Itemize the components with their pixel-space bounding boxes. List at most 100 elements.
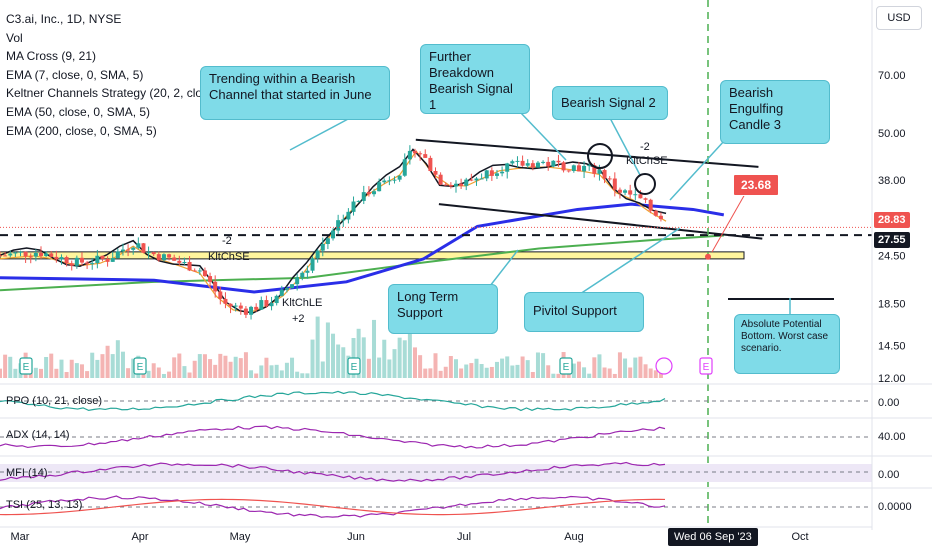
candle-body	[161, 254, 166, 261]
price-tick-label: 24.50	[878, 250, 906, 262]
candle-body	[392, 179, 397, 181]
volume-bar	[541, 353, 546, 378]
current-price-label: 28.83	[874, 212, 910, 228]
ema200-line	[0, 234, 724, 292]
candle-body	[197, 270, 202, 272]
candle-body	[428, 157, 433, 172]
legend-ema7[interactable]: EMA (7, close, 0, SMA, 5)	[6, 67, 144, 82]
signal-circle	[587, 143, 613, 169]
candle-body	[453, 183, 458, 187]
candle-body	[264, 300, 269, 307]
candle-body	[372, 191, 377, 195]
volume-bar	[74, 363, 79, 378]
candle-body	[202, 270, 207, 277]
volume-bar	[423, 368, 428, 378]
legend-ma-cross[interactable]: MA Cross (9, 21)	[6, 49, 97, 64]
pane-value: 0.0000	[878, 501, 912, 513]
candle-body	[448, 184, 453, 187]
volume-bar	[249, 370, 254, 378]
candle-body	[438, 174, 443, 185]
volume-bar	[305, 373, 310, 378]
volume-bar	[33, 367, 38, 378]
callout-pointer	[579, 227, 681, 295]
candle-body	[269, 303, 274, 307]
volume-bar	[587, 373, 592, 378]
drawings-layer: -2 KltChSE KltChLE +2 -2 KltChSE E E E E E	[0, 0, 872, 527]
volume-bar	[336, 344, 341, 378]
volume-bar	[54, 368, 59, 378]
candle-body	[238, 305, 243, 309]
callout-bearish-signal-2[interactable]: Bearish Signal 2	[552, 86, 668, 120]
callout-trending[interactable]: Trending within a Bearish Channel that s…	[200, 66, 390, 120]
candle-body	[59, 257, 64, 260]
candle-body	[571, 165, 576, 171]
volume-bar	[392, 349, 397, 378]
time-tick-label: Aug	[564, 531, 584, 543]
callout-long-term-support[interactable]: Long Term Support	[388, 284, 498, 334]
legend-ema200[interactable]: EMA (200, close, 0, SMA, 5)	[6, 123, 157, 138]
candle-body	[576, 165, 581, 172]
volume-bar	[617, 352, 622, 378]
volume-bar	[3, 354, 8, 378]
candle-body	[249, 306, 254, 315]
volume-bar	[156, 367, 161, 378]
resistance-trendline	[415, 138, 759, 168]
earnings-marker	[19, 357, 33, 375]
candle-body	[259, 300, 264, 310]
candle-body	[658, 215, 663, 220]
legend-ema50[interactable]: EMA (50, close, 0, SMA, 5)	[6, 104, 151, 119]
time-tick-label: Oct	[791, 531, 808, 543]
candle-body	[85, 262, 90, 264]
candle-body	[648, 199, 653, 211]
volume-bar	[325, 322, 330, 378]
pane-signal-line	[0, 498, 666, 516]
candle-body	[494, 173, 499, 176]
price-tick-label: 12.00	[878, 373, 906, 385]
callout-bearish-engulfing[interactable]: Bearish Engulfing Candle 3	[720, 80, 830, 144]
volume-bar	[120, 351, 125, 378]
volume-bar	[259, 365, 264, 378]
volume-bar	[535, 352, 540, 378]
earnings-marker	[559, 357, 573, 375]
currency-button[interactable]: USD	[876, 6, 922, 30]
candle-body	[254, 306, 259, 310]
candle-body	[131, 247, 136, 250]
callout-pivitol-support[interactable]: Pivitol Support	[524, 292, 644, 332]
ema50-line	[0, 202, 725, 294]
candle-body	[136, 243, 141, 248]
volume-bar	[197, 354, 202, 378]
candle-body	[320, 243, 325, 251]
candle-body	[274, 295, 279, 304]
candle-body	[69, 263, 74, 266]
time-tick-label: May	[230, 531, 251, 543]
earnings-marker	[699, 357, 713, 375]
candle-body	[295, 277, 300, 285]
candle-body	[566, 170, 571, 172]
callout-further-breakdown[interactable]: Further Breakdown Bearish Signal 1	[420, 44, 530, 114]
volume-bar	[551, 373, 556, 378]
volume-bar	[515, 364, 520, 378]
candle-body	[156, 254, 161, 261]
volume-bar	[69, 359, 74, 378]
candle-body	[290, 284, 295, 289]
volume-bar	[402, 340, 407, 378]
candle-body	[643, 198, 648, 200]
candle-body	[402, 159, 407, 176]
volume-bar	[341, 347, 346, 378]
price-tick-label: 38.00	[878, 175, 906, 187]
volume-bar	[310, 339, 315, 378]
candle-body	[79, 257, 84, 263]
pane-value: 0.00	[878, 469, 899, 481]
candle-body	[407, 150, 412, 160]
legend-vol[interactable]: Vol	[6, 30, 23, 45]
volume-bar	[366, 358, 371, 378]
candle-body	[459, 183, 464, 186]
volume-bar	[8, 356, 13, 378]
candle-body	[228, 303, 233, 307]
volume-bar	[643, 364, 648, 378]
callout-absolute-bottom[interactable]: Absolute Potential Bottom. Worst case sc…	[734, 314, 840, 374]
volume-bar	[167, 371, 172, 378]
candle-body	[315, 250, 320, 259]
candle-body	[213, 281, 218, 292]
